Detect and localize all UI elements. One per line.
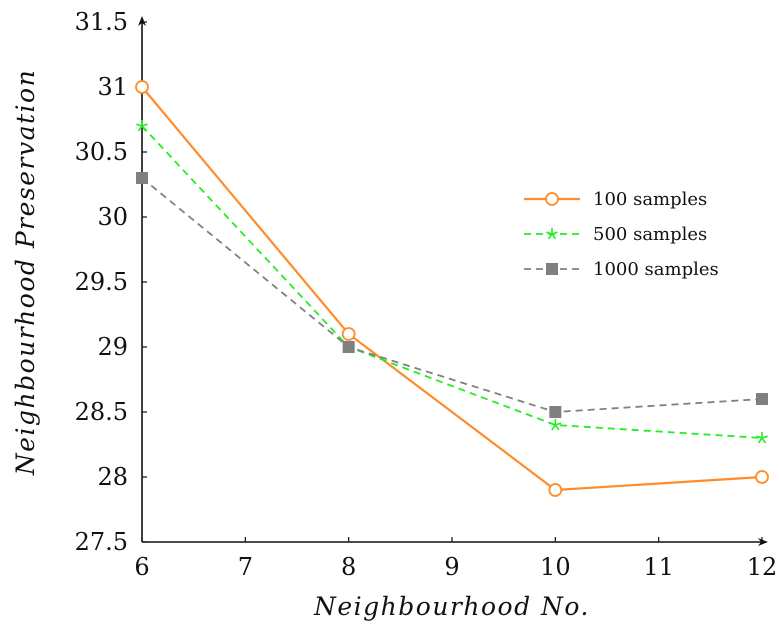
y-tick-label: 30 [97,203,128,231]
y-tick-label: 28.5 [75,398,128,426]
x-tick-label: 7 [238,553,253,581]
y-axis-arrow [138,16,146,26]
y-tick-label: 28 [97,463,128,491]
data-point [136,120,148,132]
series-line-0 [141,86,763,492]
data-point [755,470,769,484]
x-tick-label: 8 [341,553,356,581]
y-tick-label: 31.5 [75,8,128,36]
data-point [549,419,562,431]
y-tick-label: 30.5 [75,138,128,166]
legend-label: 1000 samples [593,259,719,280]
data-point [341,327,356,341]
legend-marker [545,192,559,206]
legend-label: 500 samples [593,224,707,245]
legend-marker [546,263,558,275]
x-tick-label: 6 [134,553,149,581]
data-point [342,341,355,353]
x-tick-label: 11 [643,553,674,581]
y-tick-label: 29.5 [75,268,128,296]
y-tick-label: 31 [97,73,128,101]
legend: 100 samples 500 samples 1000 samples [524,189,719,280]
x-tick-label: 9 [444,553,459,581]
legend-marker [546,228,558,240]
data-point [549,406,562,418]
y-tick-label: 27.5 [75,528,128,556]
x-axis-title: Neighbourhood No. [313,592,590,621]
axes [138,16,768,546]
data-point [136,172,148,184]
ticks: 6 7 8 9 10 11 12 27.5 28 28.5 29 29.5 30 30.5 31 31.5 [75,8,778,581]
x-axis-arrow [758,538,768,546]
x-tick-label: 10 [540,553,571,581]
y-tick-label: 29 [97,333,128,361]
data-point [135,80,149,94]
data-point [756,432,768,444]
series-line-2 [141,177,763,413]
data-point [756,393,768,405]
y-axis-title: Neighbourhood Preservation [11,69,40,476]
series-line-1 [141,125,763,439]
data-point [548,483,563,497]
series [135,80,769,497]
legend-label: 100 samples [593,189,707,210]
x-tick-label: 12 [747,553,778,581]
